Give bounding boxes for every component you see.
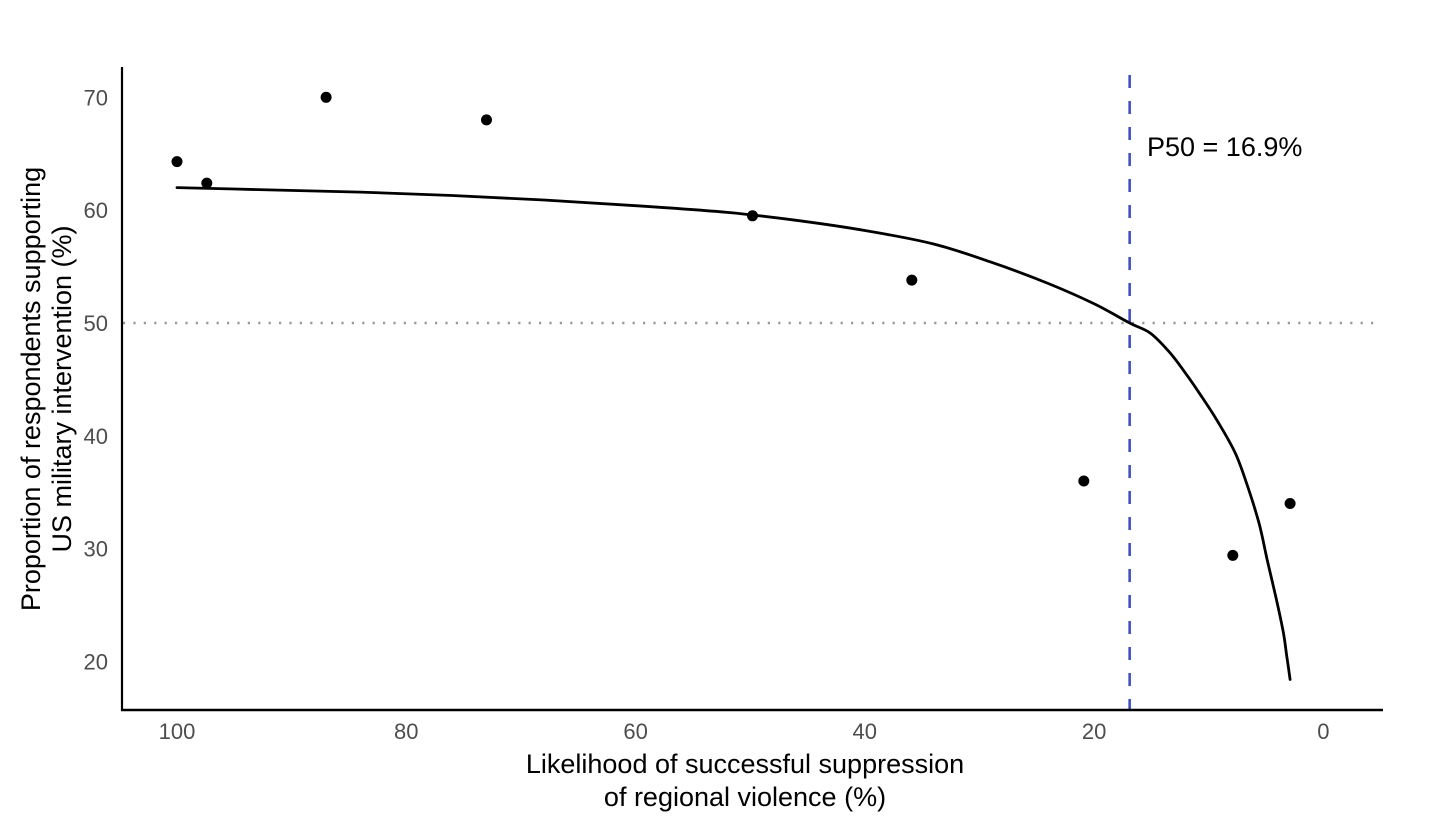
y-tick-label: 70: [84, 85, 108, 110]
y-tick-label: 20: [84, 650, 108, 675]
y-tick-label: 50: [84, 311, 108, 336]
x-tick-label: 0: [1317, 719, 1329, 744]
y-axis-title-line1: Proportion of respondents supporting: [16, 166, 46, 612]
y-tick-label: 30: [84, 537, 108, 562]
y-axis-title: Proportion of respondents supporting US …: [16, 167, 78, 611]
data-point: [906, 274, 918, 286]
x-tick-label: 20: [1082, 719, 1106, 744]
y-tick-label: 40: [84, 424, 108, 449]
data-point: [320, 91, 332, 103]
x-tick-label: 80: [394, 719, 418, 744]
trend-curve: [175, 186, 1292, 681]
x-tick-label: 60: [623, 719, 647, 744]
x-axis-title: Likelihood of successful suppression of …: [526, 748, 964, 814]
data-point: [1284, 498, 1296, 509]
data-point: [747, 210, 758, 222]
x-tick-label: 40: [853, 719, 877, 744]
y-axis-title-line2: US military intervention (%): [47, 225, 77, 553]
p50-annotation: P50 = 16.9%: [1147, 132, 1303, 162]
data-point: [481, 114, 492, 126]
data-point: [171, 156, 183, 168]
x-axis-title-line1: Likelihood of successful suppression: [525, 749, 965, 779]
x-axis-title-line2: of regional violence (%): [603, 782, 887, 812]
data-point: [1078, 475, 1090, 487]
data-point: [1227, 549, 1239, 561]
data-point: [201, 177, 213, 189]
y-tick-label: 60: [84, 198, 108, 223]
x-tick-label: 100: [159, 719, 196, 744]
